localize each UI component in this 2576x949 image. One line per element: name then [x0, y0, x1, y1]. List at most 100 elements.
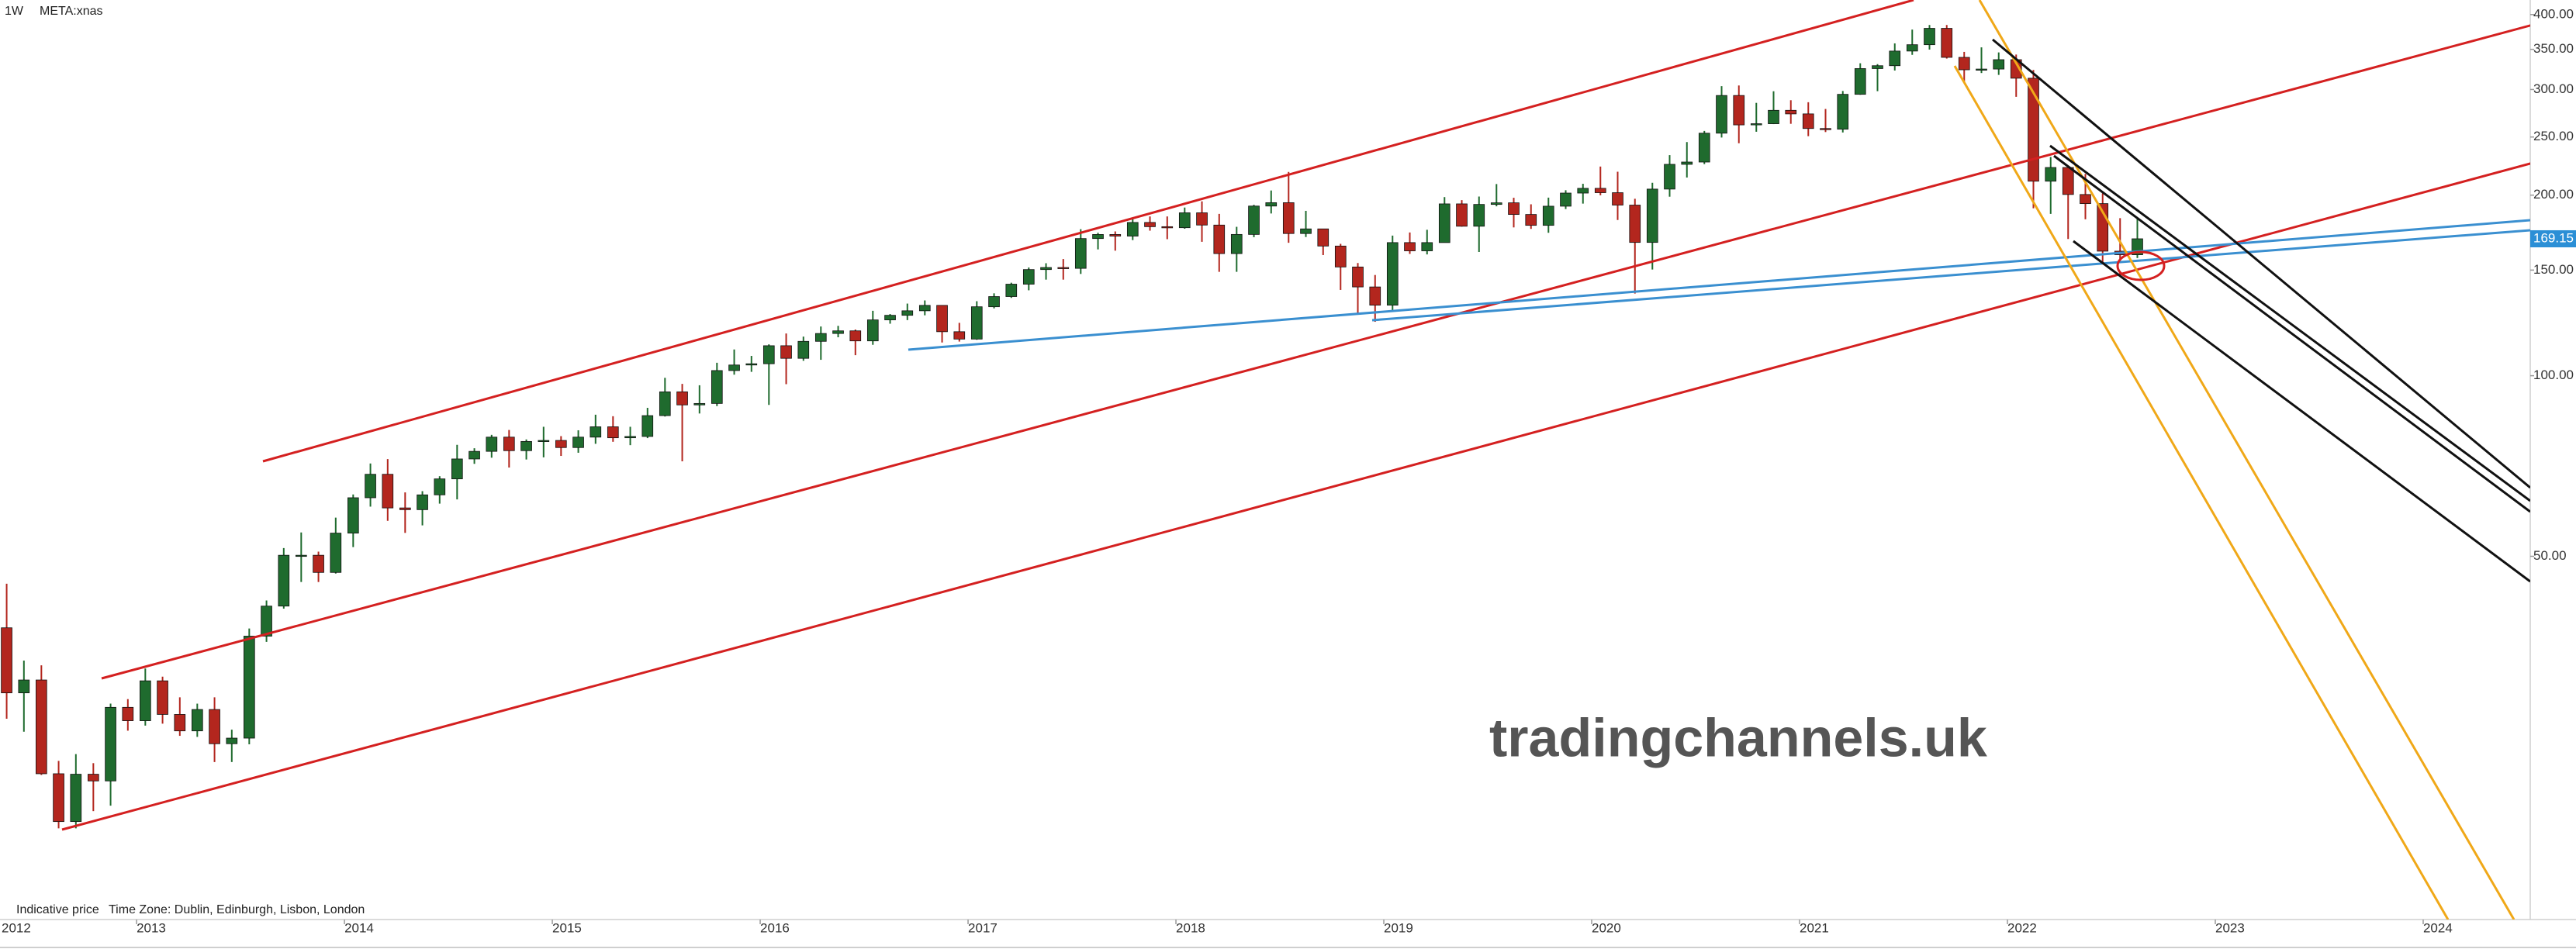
- candle-body: [849, 330, 862, 342]
- candle-body: [1334, 245, 1347, 267]
- candle-body: [1213, 224, 1226, 254]
- candle-body: [1560, 192, 1572, 207]
- x-tick-label: 2024: [2423, 920, 2453, 935]
- candle-body: [918, 305, 931, 312]
- candle-body: [711, 370, 723, 404]
- last-price-label: 169.15: [2533, 230, 2574, 245]
- candle-body: [797, 340, 810, 359]
- candle-body: [1958, 57, 1970, 71]
- x-tick-label: 2022: [2007, 920, 2037, 935]
- candle-body: [1126, 222, 1139, 236]
- candle-body: [434, 478, 446, 495]
- candle-body: [1421, 242, 1433, 251]
- candle-body: [866, 319, 879, 342]
- channel-line: [101, 24, 2530, 680]
- candle-body: [1612, 192, 1623, 205]
- candle-body: [1976, 68, 1987, 71]
- x-tick-label: 2015: [552, 920, 582, 935]
- candle-body: [555, 440, 567, 448]
- candle-body: [1733, 95, 1745, 126]
- candle-body: [624, 436, 636, 439]
- candle-body: [1820, 128, 1831, 130]
- channel-line: [262, 0, 1914, 463]
- candle-body: [313, 554, 324, 573]
- candle-body: [278, 554, 290, 607]
- candle-body: [1837, 94, 1849, 130]
- candle-body: [728, 364, 740, 371]
- candle-body: [953, 331, 966, 340]
- candle-body: [347, 497, 359, 534]
- axes: 50.00 100.00 150.00 200.00 250.00 300.00 350.0…: [2, 6, 2576, 935]
- candle-body: [295, 554, 307, 557]
- candle-body: [832, 330, 844, 334]
- candle-body: [970, 306, 983, 340]
- candle-body: [469, 450, 480, 460]
- candle-body: [1109, 234, 1122, 236]
- channel-line: [1953, 65, 2450, 920]
- last-price-box: [2530, 229, 2576, 247]
- candle-body: [1941, 28, 1953, 58]
- candle-body: [1282, 202, 1295, 234]
- candle-body: [451, 458, 463, 480]
- y-tick-label: 350.00: [2533, 41, 2574, 56]
- candle-body: [1005, 284, 1018, 297]
- candle-body: [1317, 228, 1329, 247]
- y-tick-label: 50.00: [2533, 548, 2567, 563]
- candle-body: [1352, 266, 1364, 288]
- candle-body: [1161, 226, 1174, 229]
- candle-body: [122, 706, 134, 721]
- candle-body: [1473, 204, 1485, 227]
- x-tick-label: 2013: [137, 920, 166, 935]
- candle-body: [1092, 234, 1104, 240]
- candle-body: [1508, 202, 1520, 216]
- channel-line: [2073, 240, 2530, 583]
- candle-body: [988, 296, 1000, 308]
- candle-body: [486, 437, 498, 452]
- candle-body: [2062, 167, 2074, 195]
- candle-body: [1144, 222, 1156, 227]
- channel-line: [2053, 154, 2530, 513]
- candle-body: [1594, 188, 1606, 193]
- y-tick-label: 150.00: [2533, 262, 2574, 277]
- candle-body: [2028, 78, 2039, 182]
- candle-body: [1248, 205, 1260, 235]
- x-tick-label: 2020: [1592, 920, 1621, 935]
- support-line: [908, 219, 2530, 351]
- candle-body: [105, 706, 116, 782]
- candle-body: [1178, 212, 1191, 229]
- candle-body: [1456, 203, 1468, 227]
- candle-body: [70, 774, 82, 823]
- candle-body: [1906, 44, 1918, 52]
- x-tick-label: 2019: [1384, 920, 1413, 935]
- candle-body: [261, 606, 272, 637]
- candle-body: [572, 437, 584, 448]
- channel-line: [2049, 144, 2530, 502]
- candle-body: [1785, 109, 1797, 115]
- candle-body: [1265, 202, 1278, 207]
- watermark: tradingchannels.uk: [1489, 707, 1987, 768]
- candle-body: [192, 709, 203, 732]
- candle-body: [1369, 286, 1381, 306]
- candle-body: [901, 310, 914, 316]
- candle-body: [399, 507, 411, 510]
- candle-body: [1872, 65, 1883, 69]
- candle-body: [18, 679, 30, 694]
- candle-body: [53, 773, 64, 823]
- candle-body: [1386, 242, 1399, 306]
- candle-body: [520, 440, 532, 451]
- candle-body: [1230, 233, 1243, 254]
- candle-body: [884, 315, 896, 320]
- candle-body: [1438, 203, 1451, 243]
- candle-body: [417, 494, 428, 510]
- candle-body: [382, 474, 394, 509]
- candle-body: [659, 391, 671, 416]
- candle-body: [1664, 164, 1675, 190]
- y-tick-label: 200.00: [2533, 187, 2574, 202]
- y-tick-label: 400.00: [2533, 6, 2574, 21]
- candle-body: [1698, 133, 1710, 163]
- x-tick-label: 2014: [344, 920, 374, 935]
- x-tick-label: 2017: [968, 920, 998, 935]
- footer-note: Indicative price: [16, 903, 99, 916]
- candle-body: [1716, 95, 1727, 134]
